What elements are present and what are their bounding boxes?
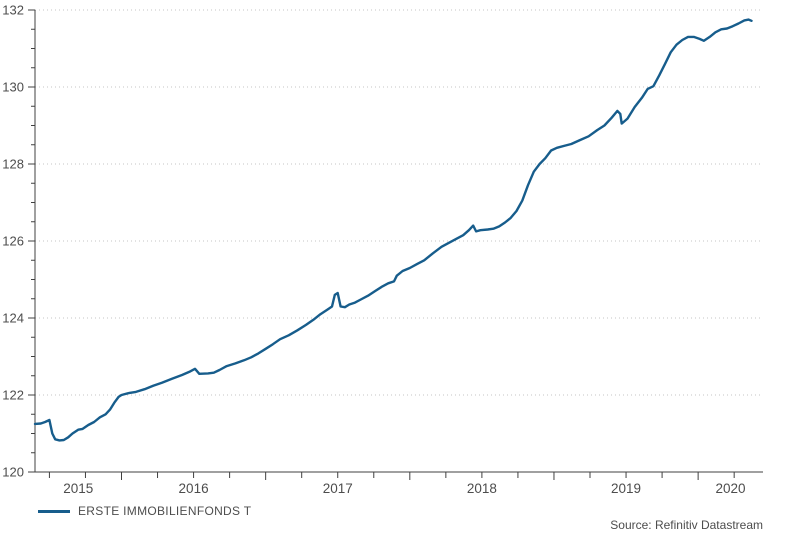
svg-text:122: 122	[2, 388, 24, 403]
svg-text:126: 126	[2, 234, 24, 249]
svg-text:132: 132	[2, 3, 24, 18]
y-axis-ticks: 120 122 124 126 128 130 132	[2, 3, 35, 480]
svg-text:2018: 2018	[467, 481, 497, 496]
series-line	[33, 18, 753, 442]
axes	[33, 10, 763, 473]
legend-line-swatch	[38, 509, 70, 513]
gridlines	[35, 9, 760, 396]
legend-label: ERSTE IMMOBILIENFONDS T	[78, 504, 252, 518]
svg-text:2017: 2017	[323, 481, 353, 496]
svg-text:124: 124	[2, 311, 24, 326]
svg-text:2015: 2015	[63, 481, 93, 496]
svg-text:2020: 2020	[716, 481, 746, 496]
source-attribution: Source: Refinitiv Datastream	[610, 518, 763, 532]
legend: ERSTE IMMOBILIENFONDS T	[38, 504, 251, 518]
svg-text:2019: 2019	[611, 481, 641, 496]
x-axis-labels: 2015 2016 2017 2018 2019 2020	[63, 481, 745, 496]
x-axis-ticks	[48, 472, 735, 480]
svg-text:120: 120	[2, 465, 24, 480]
svg-text:128: 128	[2, 157, 24, 172]
svg-text:2016: 2016	[179, 481, 209, 496]
svg-text:130: 130	[2, 80, 24, 95]
